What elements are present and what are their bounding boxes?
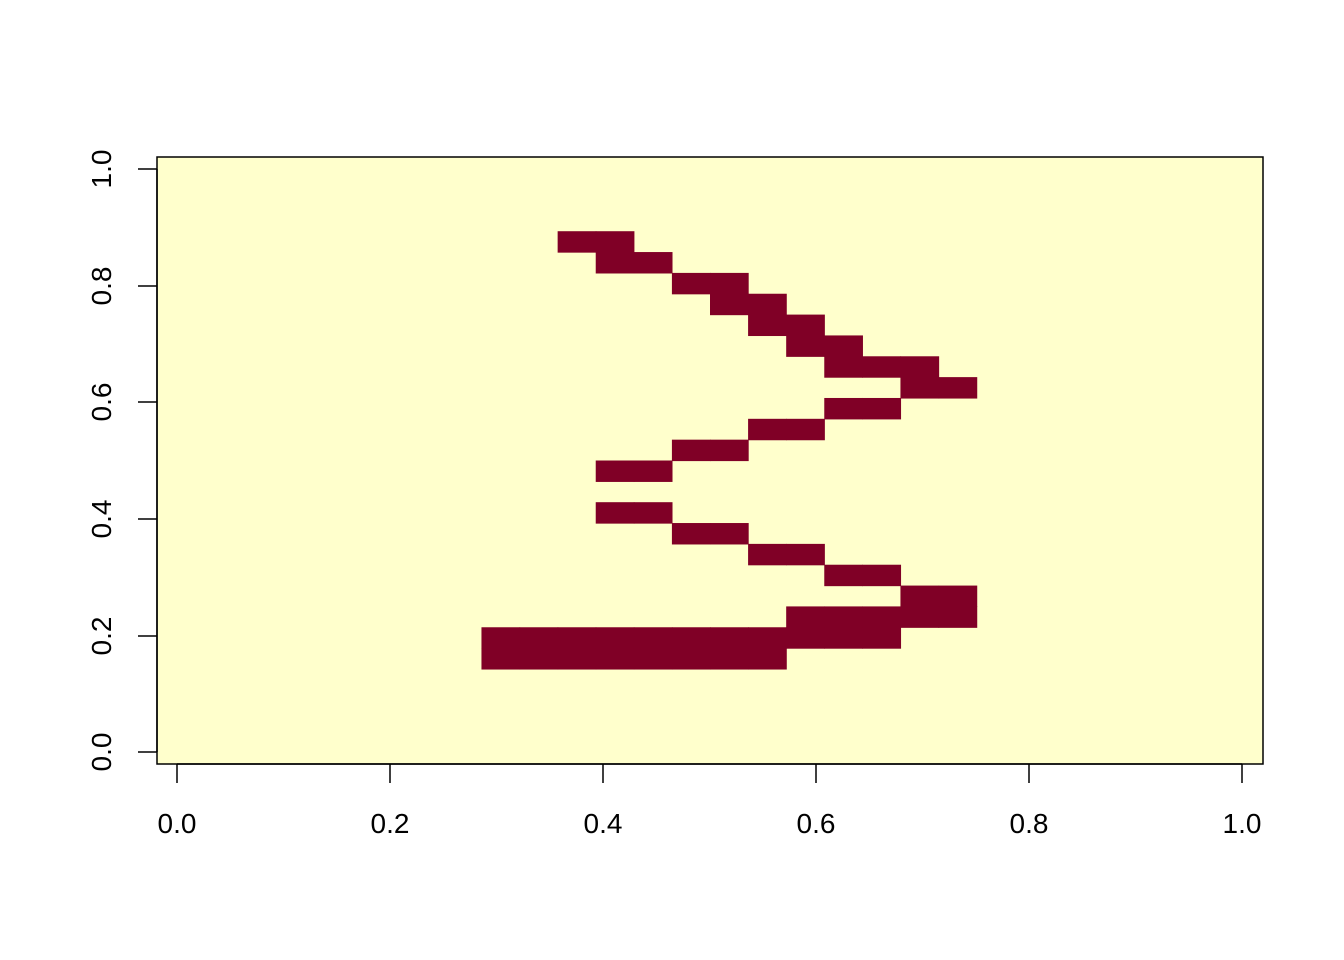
heatmap-cell-14 [900,356,940,378]
y-tick-label-2: 0.4 [86,500,117,539]
heatmap-cell-55 [633,648,673,670]
heatmap-cell-58 [748,648,787,670]
heatmap-cell-19 [748,418,787,441]
x-tick-label-5: 1.0 [1223,808,1262,839]
heatmap-cell-4 [671,272,711,295]
y-tick-label-3: 0.6 [86,383,117,422]
heatmap-cell-26 [633,502,673,524]
x-tick-label-3: 0.6 [797,808,836,839]
heatmap-cell-21 [671,439,711,462]
x-tick-label-0: 0.0 [158,808,197,839]
heatmap-cell-3 [633,252,673,274]
heatmap-cell-10 [786,335,825,357]
y-tick-label-1: 0.2 [86,617,117,656]
heatmap-cell-34 [938,585,978,608]
y-axis: 0.0 0.2 0.4 0.6 0.8 1.0 [86,150,158,772]
heatmap-cell-2 [595,252,635,274]
heatmap-cell-45 [671,627,711,649]
heatmap-cell-49 [824,627,863,649]
heatmap-cell-46 [710,627,749,649]
x-tick-label-2: 0.4 [584,808,623,839]
heatmap-cell-43 [595,627,635,649]
y-tick-label-0: 0.0 [86,733,117,772]
y-tick-label-4: 0.8 [86,267,117,306]
heatmap-cell-16 [938,377,978,399]
heatmap-cell-39 [938,606,978,628]
heatmap-cell-37 [862,606,902,628]
heatmap-cell-32 [862,564,902,587]
heatmap-cell-20 [786,418,825,441]
heatmap-cell-9 [786,314,825,337]
heatmap-cell-22 [710,439,749,462]
heatmap-cell-28 [710,523,749,545]
heatmap-cell-47 [748,627,787,649]
heatmap-cell-24 [633,460,673,482]
heatmap-cell-33 [900,585,940,608]
heatmap-cell-35 [786,606,825,628]
heatmap-cell-38 [900,606,940,628]
heatmap-cell-30 [786,543,825,566]
heatmap-cell-12 [824,356,863,378]
y-tick-label-5: 1.0 [86,150,117,189]
heatmap-cell-42 [557,627,597,649]
heatmap-cell-44 [633,627,673,649]
x-axis: 0.0 0.2 0.4 0.6 0.8 1.0 [158,763,1262,839]
heatmap-cell-18 [862,397,902,420]
heatmap-cell-36 [824,606,863,628]
heatmap-cells [481,231,978,670]
heatmap-cell-57 [710,648,749,670]
heatmap-cell-5 [710,272,749,295]
heatmap-cell-8 [748,314,787,337]
heatmap-cell-52 [519,648,559,670]
heatmap-cell-29 [748,543,787,566]
heatmap-cell-54 [595,648,635,670]
heatmap-cell-48 [786,627,825,649]
heatmap-cell-27 [671,523,711,545]
heatmap-cell-23 [595,460,635,482]
heatmap-cell-53 [557,648,597,670]
heatmap-cell-0 [557,231,597,253]
heatmap-cell-11 [824,335,863,357]
heatmap-cell-7 [748,293,787,316]
x-tick-label-1: 0.2 [371,808,410,839]
heatmap-cell-15 [900,377,940,399]
heatmap-cell-51 [481,648,521,670]
heatmap-cell-31 [824,564,863,587]
heatmap-cell-41 [519,627,559,649]
heatmap-cell-50 [862,627,902,649]
heatmap-cell-17 [824,397,863,420]
heatmap-cell-13 [862,356,902,378]
x-tick-label-4: 0.8 [1010,808,1049,839]
heatmap-cell-6 [710,293,749,316]
heatmap-cell-56 [671,648,711,670]
heatmap-cell-40 [481,627,521,649]
heatmap-cell-25 [595,502,635,524]
heatmap-cell-1 [595,231,635,253]
